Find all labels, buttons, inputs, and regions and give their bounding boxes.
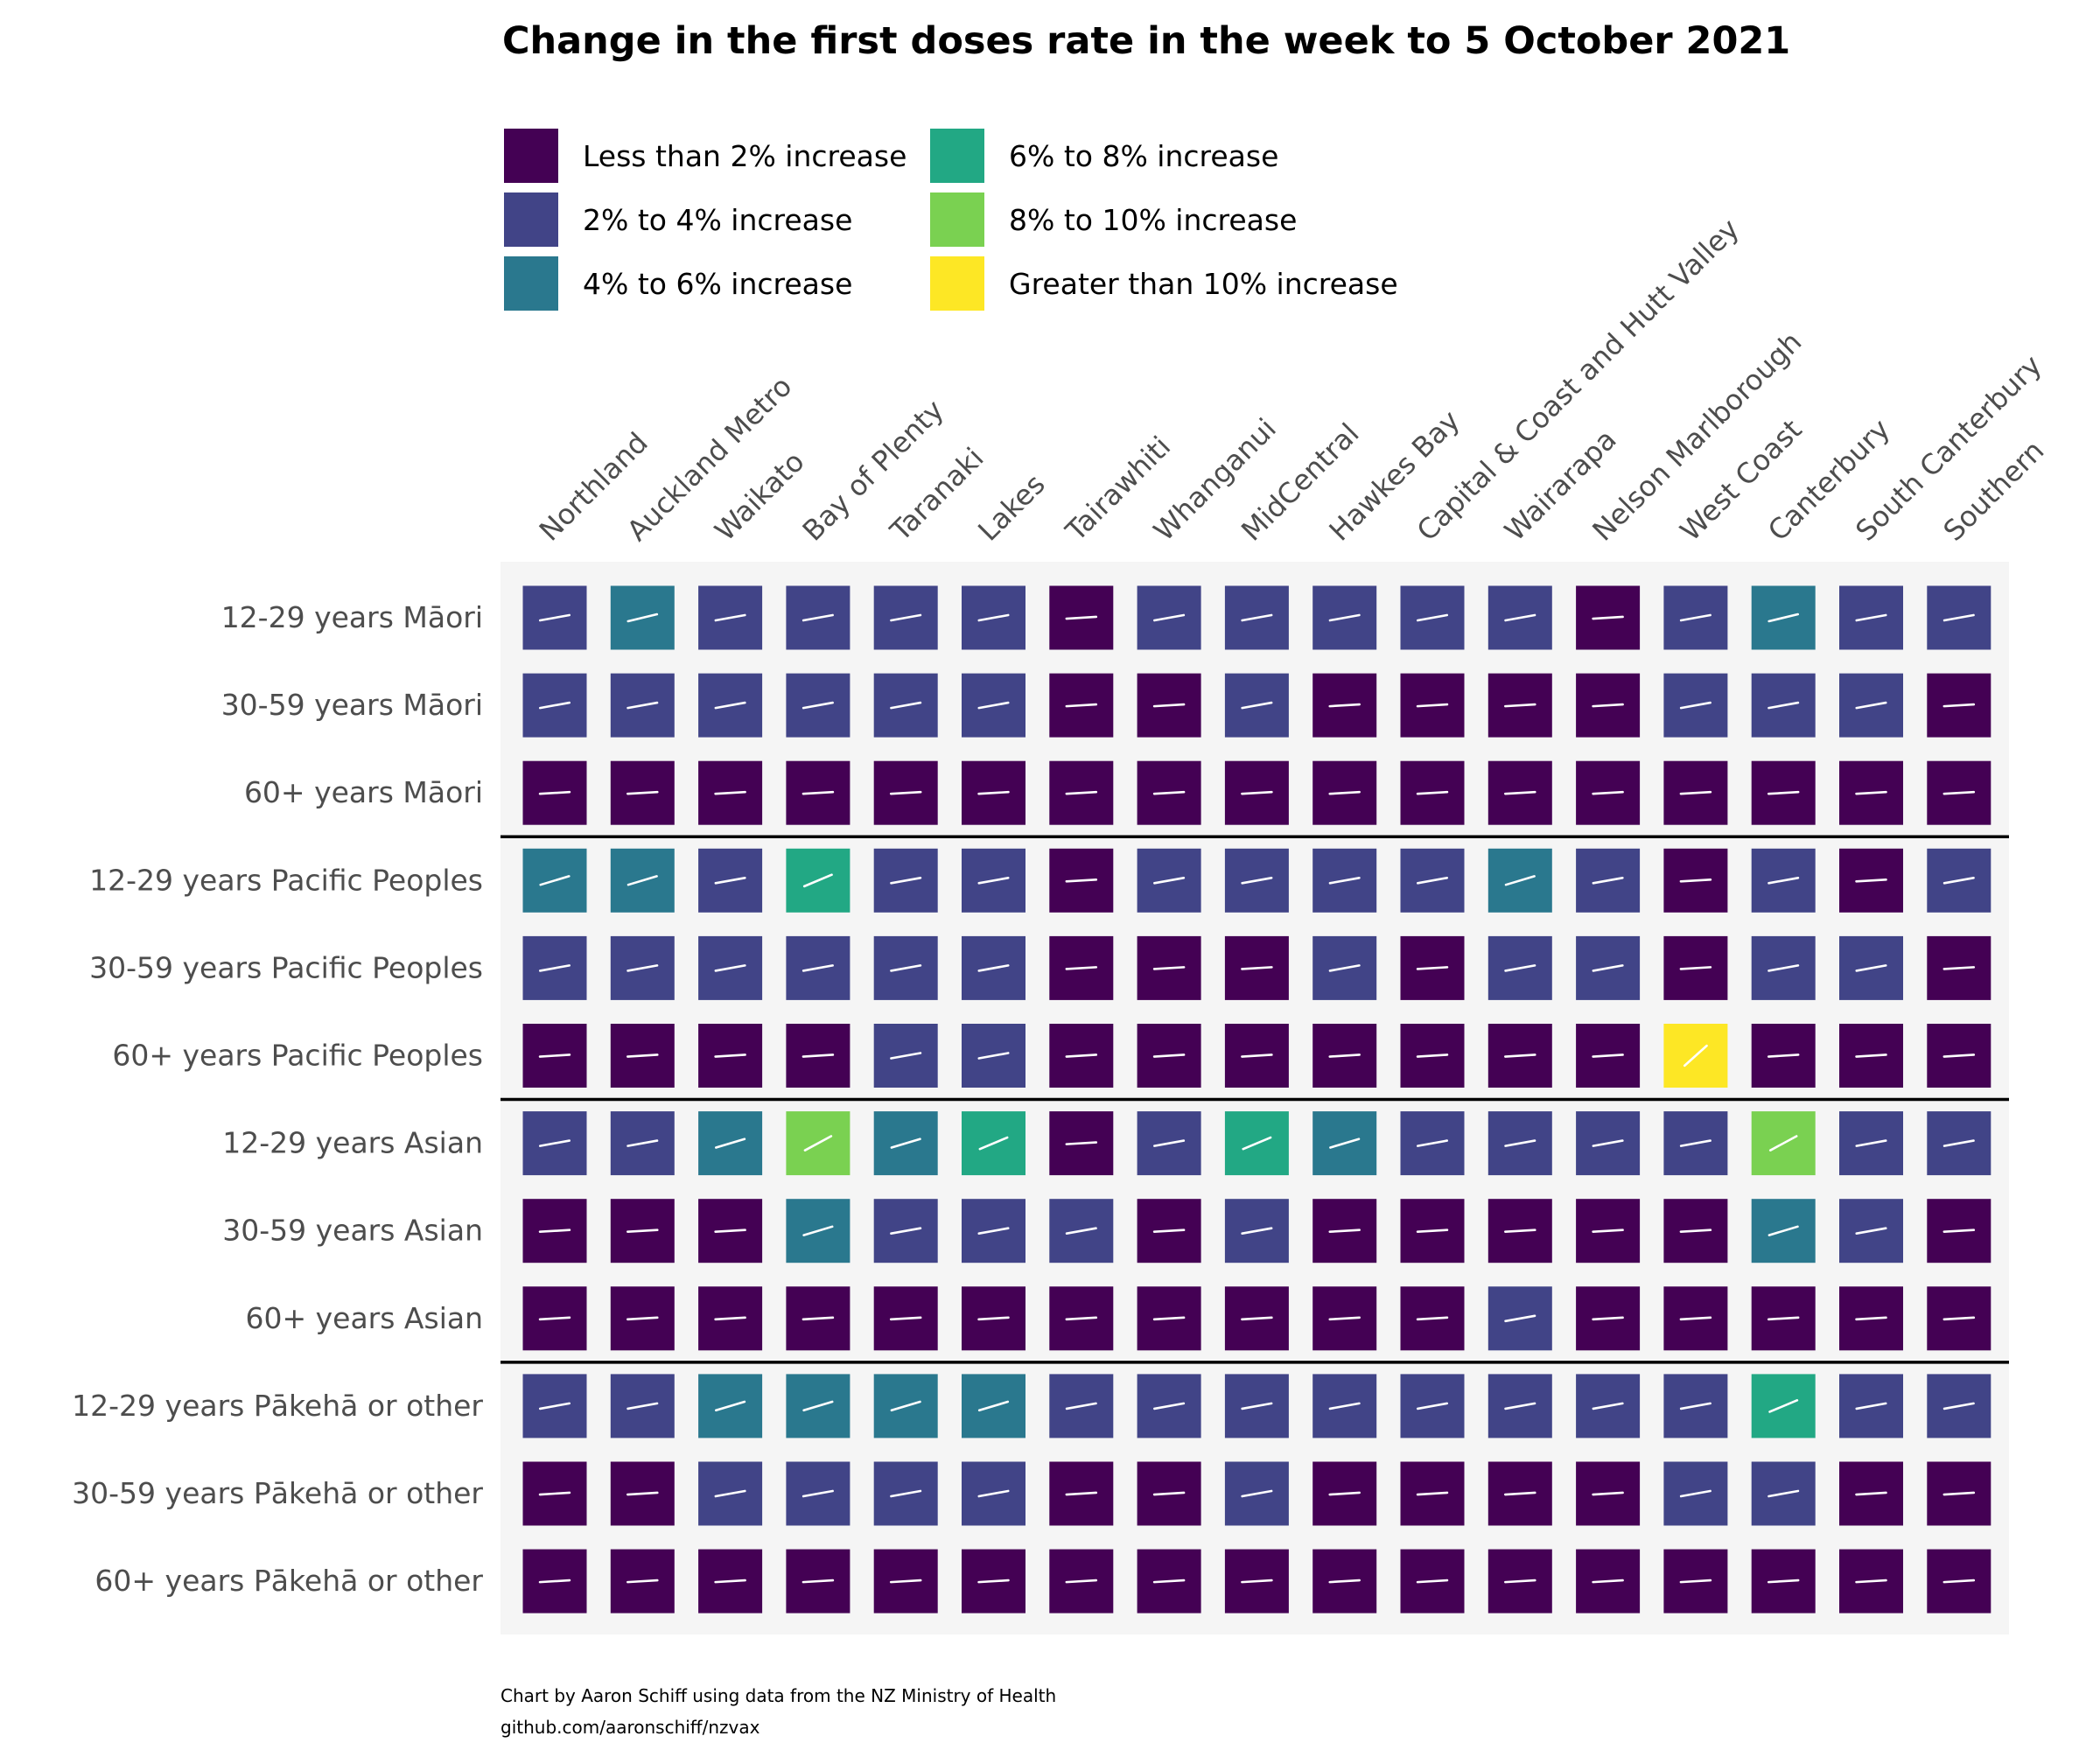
row-label: 60+ years Asian (245, 1301, 483, 1335)
column-label: Lakes (971, 467, 1051, 547)
row-label: 12-29 years Asian (222, 1126, 483, 1160)
row-label: 12-29 years Pacific Peoples (89, 863, 483, 897)
caption-line-2: github.com/aaronschiff/nzvax (500, 1712, 1056, 1743)
row-label: 12-29 years Māori (221, 600, 483, 634)
caption-line-1: Chart by Aaron Schiff using data from th… (500, 1680, 1056, 1712)
row-label: 30-59 years Asian (222, 1214, 483, 1248)
chart-caption: Chart by Aaron Schiff using data from th… (500, 1680, 1056, 1743)
column-label: Capital & Coast and Hutt Valley (1410, 213, 1746, 548)
row-label: 60+ years Pacific Peoples (112, 1039, 483, 1073)
column-label: Auckland Metro (620, 369, 798, 547)
row-label: 30-59 years Pacific Peoples (89, 950, 483, 984)
row-label: 60+ years Pākehā or other (94, 1564, 483, 1598)
row-label: 12-29 years Pākehā or other (72, 1389, 483, 1423)
row-label: 30-59 years Pākehā or other (72, 1476, 483, 1510)
row-label: 30-59 years Māori (221, 688, 483, 722)
row-label: 60+ years Māori (244, 775, 483, 809)
